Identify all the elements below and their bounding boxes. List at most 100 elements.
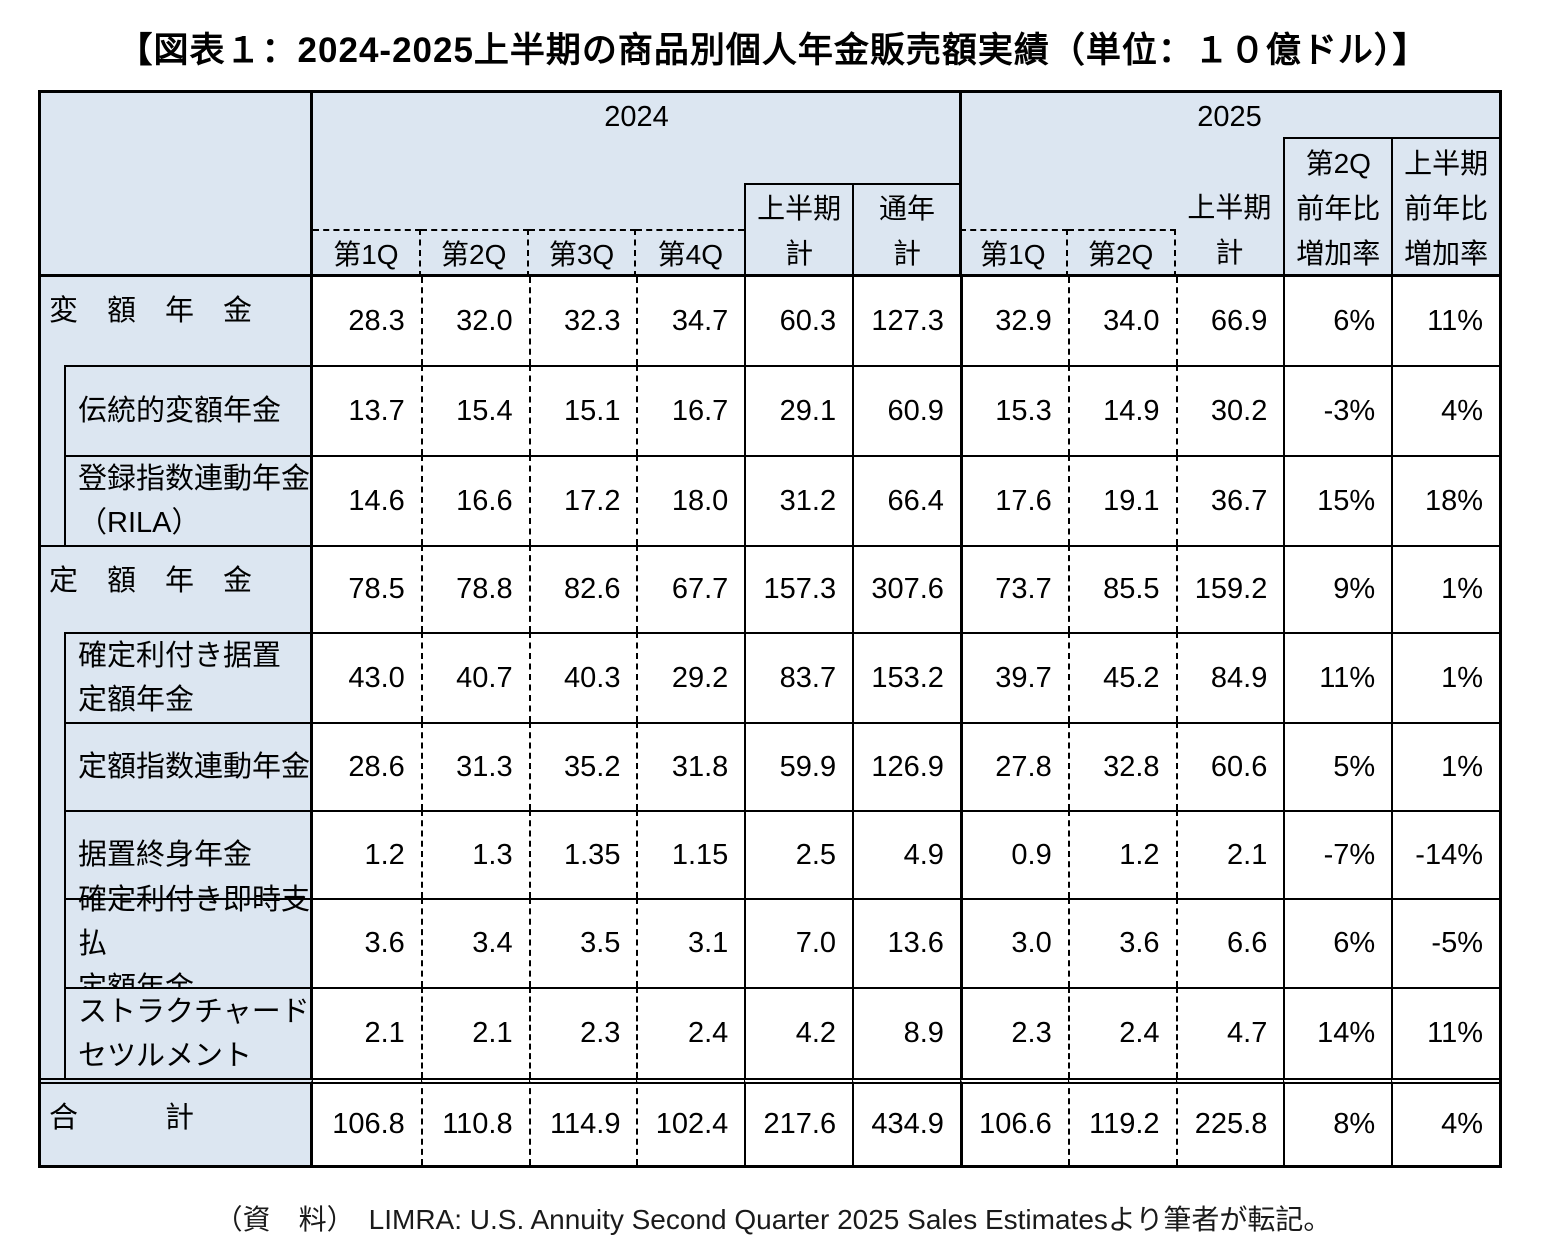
value-cell: 82.6 <box>528 545 637 632</box>
row-label: 伝統的変額年金 <box>64 365 310 455</box>
value-cell: 15.1 <box>528 365 637 455</box>
value-cell: 66.4 <box>852 455 960 545</box>
value-cell: 39.7 <box>959 632 1068 722</box>
value-cell: 83.7 <box>744 632 853 722</box>
value-cell: 127.3 <box>852 277 960 365</box>
header-year-2024: 2024 <box>604 101 669 133</box>
value-cell: 31.2 <box>744 455 853 545</box>
value-cell: 45.2 <box>1067 632 1176 722</box>
header-2025-q2: 第2Q <box>1067 229 1176 277</box>
value-cell: 27.8 <box>959 722 1068 810</box>
value-cell: 2.1 <box>1175 810 1284 898</box>
value-cell: 8% <box>1283 1078 1392 1165</box>
value-cell: 32.3 <box>528 277 637 365</box>
value-cell: 43.0 <box>313 632 421 722</box>
header-2024-q3: 第3Q <box>528 229 637 277</box>
value-cell: 32.0 <box>420 277 529 365</box>
value-cell: 40.7 <box>420 632 529 722</box>
value-cell: 307.6 <box>852 545 960 632</box>
value-cell: 34.7 <box>636 277 745 365</box>
value-cell: 31.8 <box>636 722 745 810</box>
header-year-2025: 2025 <box>1197 101 1262 133</box>
value-cell: 59.9 <box>744 722 853 810</box>
value-cell: 126.9 <box>852 722 960 810</box>
value-cell: 4.2 <box>744 987 853 1078</box>
value-cell: 3.1 <box>636 898 745 987</box>
value-cell: 15.3 <box>959 365 1068 455</box>
value-cell: 14% <box>1283 987 1392 1078</box>
value-cell: 3.5 <box>528 898 637 987</box>
header-half-yoy: 上半期 前年比 増加率 <box>1391 137 1499 277</box>
value-cell: 3.6 <box>313 898 421 987</box>
row-label-cell: 据置終身年金 <box>41 810 313 898</box>
row-label-cell: 定額指数連動年金 <box>41 722 313 810</box>
value-cell: 13.6 <box>852 898 960 987</box>
value-cell: 434.9 <box>852 1078 960 1165</box>
value-cell: 110.8 <box>420 1078 529 1165</box>
row-label: 据置終身年金 <box>64 810 310 898</box>
row-label-cell: ストラクチャード セツルメント <box>41 987 313 1078</box>
value-cell: 29.2 <box>636 632 745 722</box>
value-cell: 153.2 <box>852 632 960 722</box>
value-cell: 3.0 <box>959 898 1068 987</box>
value-cell: 1% <box>1391 545 1499 632</box>
value-cell: 225.8 <box>1175 1078 1284 1165</box>
value-cell: 85.5 <box>1067 545 1176 632</box>
value-cell: 106.6 <box>959 1078 1068 1165</box>
value-cell: 1.35 <box>528 810 637 898</box>
value-cell: 31.3 <box>420 722 529 810</box>
value-cell: 18.0 <box>636 455 745 545</box>
value-cell: 36.7 <box>1175 455 1284 545</box>
value-cell: 40.3 <box>528 632 637 722</box>
row-label-cell: 確定利付き即時支払 定額年金 <box>41 884 313 1004</box>
value-cell: 35.2 <box>528 722 637 810</box>
annuity-sales-table: 2024 2025 第1Q 第2Q 第3Q 第4Q 上半期 計 通年 計 第1Q… <box>38 90 1502 1168</box>
value-cell: 119.2 <box>1067 1078 1176 1165</box>
row-label: 定 額 年 金 <box>41 545 313 632</box>
header-2025-q1: 第1Q <box>959 229 1068 277</box>
value-cell: 1% <box>1391 722 1499 810</box>
value-cell: 84.9 <box>1175 632 1284 722</box>
value-cell: 4% <box>1391 365 1499 455</box>
row-label: 合 計 <box>41 1078 313 1165</box>
value-cell: 19.1 <box>1067 455 1176 545</box>
value-cell: 16.6 <box>420 455 529 545</box>
value-cell: 67.7 <box>636 545 745 632</box>
row-label: 変 額 年 金 <box>41 277 313 365</box>
value-cell: 29.1 <box>744 365 853 455</box>
value-cell: 60.3 <box>744 277 853 365</box>
value-cell: 5% <box>1283 722 1392 810</box>
row-label: ストラクチャード セツルメント <box>64 987 310 1078</box>
value-cell: -3% <box>1283 365 1392 455</box>
figure-title: 【図表１：2024-2025上半期の商品別個人年金販売額実績（単位：１０億ドル）… <box>117 31 1429 70</box>
row-label-cell: 伝統的変額年金 <box>41 365 313 455</box>
value-cell: 6.6 <box>1175 898 1284 987</box>
value-cell: 78.5 <box>313 545 421 632</box>
value-cell: 16.7 <box>636 365 745 455</box>
value-cell: 9% <box>1283 545 1392 632</box>
value-cell: -7% <box>1283 810 1392 898</box>
value-cell: 66.9 <box>1175 277 1284 365</box>
value-cell: 11% <box>1391 277 1499 365</box>
header-2024-q1: 第1Q <box>313 229 421 277</box>
header-2025-half-total: 上半期 計 <box>1187 192 1272 268</box>
value-cell: 34.0 <box>1067 277 1176 365</box>
value-cell: 11% <box>1283 632 1392 722</box>
header-2024-half-total: 上半期 計 <box>744 183 853 277</box>
row-label-cell: 確定利付き据置 定額年金 <box>41 632 313 722</box>
value-cell: 18% <box>1391 455 1499 545</box>
value-cell: 2.1 <box>313 987 421 1078</box>
value-cell: 114.9 <box>528 1078 637 1165</box>
value-cell: 159.2 <box>1175 545 1284 632</box>
header-2024-q4: 第4Q <box>636 229 745 277</box>
value-cell: 73.7 <box>959 545 1068 632</box>
value-cell: 1.3 <box>420 810 529 898</box>
value-cell: 32.8 <box>1067 722 1176 810</box>
value-cell: 6% <box>1283 277 1392 365</box>
header-q2-yoy: 第2Q 前年比 増加率 <box>1283 137 1392 277</box>
value-cell: 78.8 <box>420 545 529 632</box>
value-cell: 106.8 <box>313 1078 421 1165</box>
value-cell: 17.6 <box>959 455 1068 545</box>
value-cell: 7.0 <box>744 898 853 987</box>
value-cell: 102.4 <box>636 1078 745 1165</box>
